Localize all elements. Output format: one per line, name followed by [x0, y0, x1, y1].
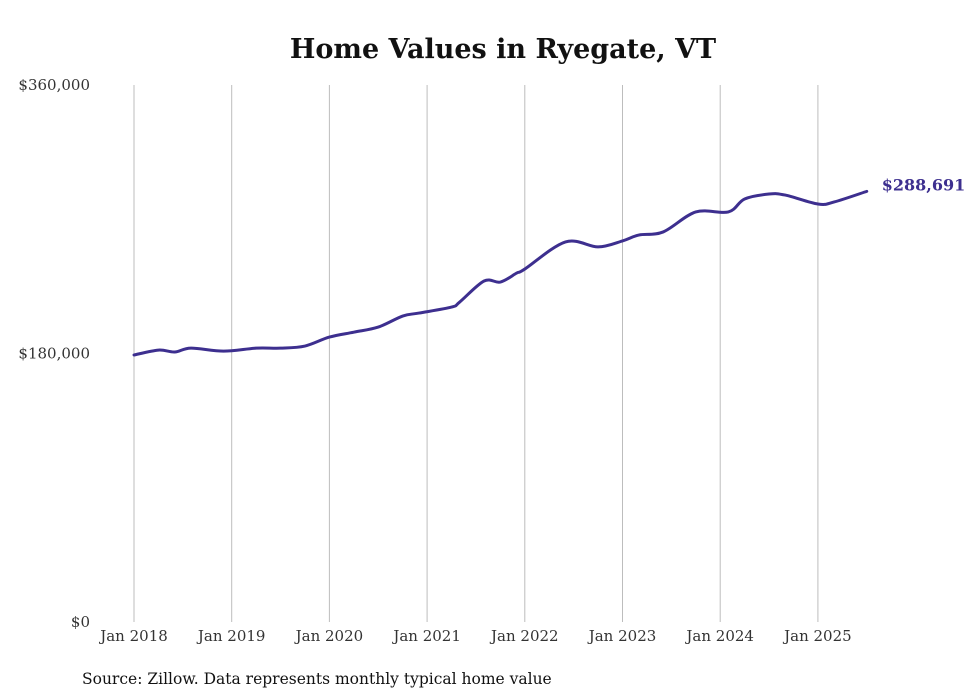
y-tick-label: $360,000 — [18, 76, 90, 94]
gridlines — [133, 85, 819, 622]
series-line — [132, 189, 869, 357]
y-axis-ticks: $0 $180,000 $360,000 — [18, 76, 90, 631]
x-tick-label: Jan 2020 — [294, 627, 364, 645]
source-note: Source: Zillow. Data represents monthly … — [82, 670, 552, 688]
y-tick-label: $0 — [71, 613, 90, 631]
x-tick-label: Jan 2021 — [391, 627, 461, 645]
x-tick-label: Jan 2018 — [98, 627, 168, 645]
x-tick-label: Jan 2025 — [782, 627, 852, 645]
end-value-label: $288,691 — [882, 175, 966, 194]
chart-title: Home Values in Ryegate, VT — [290, 34, 716, 65]
x-axis-ticks: Jan 2018 Jan 2019 Jan 2020 Jan 2021 Jan 2022… — [98, 627, 851, 645]
y-tick-label: $180,000 — [18, 345, 90, 363]
x-tick-label: Jan 2024 — [684, 627, 754, 645]
x-tick-label: Jan 2023 — [587, 627, 657, 645]
x-tick-label: Jan 2019 — [196, 627, 266, 645]
x-tick-label: Jan 2022 — [489, 627, 559, 645]
